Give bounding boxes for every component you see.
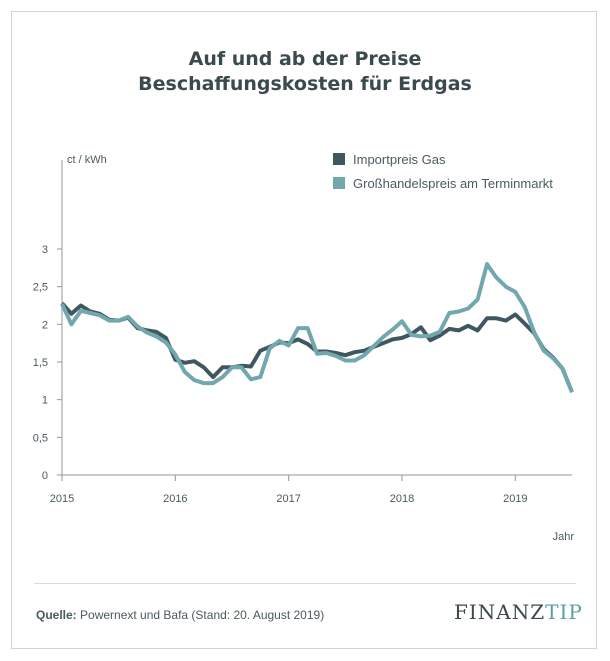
logo-part2: TIP <box>545 600 583 624</box>
x-tick-label: 2019 <box>503 493 527 505</box>
y-tick-label: 0,5 <box>33 432 48 444</box>
chart-title: Auf und ab der Preise <box>188 48 422 70</box>
legend-swatch <box>333 177 345 189</box>
y-tick-label: 2,5 <box>33 282 48 294</box>
chart-subtitle: Beschaffungskosten für Erdgas <box>138 73 472 95</box>
source-text: Powernext und Bafa (Stand: 20. August 20… <box>80 608 325 622</box>
logo-part1: FINANZ <box>454 600 546 624</box>
y-axis-label: ct / kWh <box>67 154 107 166</box>
x-axis-label: Jahr <box>553 531 575 543</box>
x-tick-label: 2016 <box>163 493 187 505</box>
source-note: Quelle: Powernext und Bafa (Stand: 20. A… <box>36 608 324 622</box>
footer-divider <box>34 583 576 584</box>
legend-label: Großhandelspreis am Terminmarkt <box>353 176 553 191</box>
source-label: Quelle: <box>36 608 77 622</box>
y-tick-label: 0 <box>42 470 48 482</box>
x-tick-label: 2015 <box>50 493 74 505</box>
y-tick-label: 2 <box>42 319 48 331</box>
series-line <box>60 301 574 393</box>
legend-swatch <box>333 153 345 165</box>
series-line <box>60 262 574 393</box>
x-tick-label: 2017 <box>276 493 300 505</box>
finanztip-logo: FINANZTIP <box>454 600 583 624</box>
x-tick-label: 2018 <box>390 493 414 505</box>
y-tick-label: 3 <box>42 244 48 256</box>
y-tick-label: 1 <box>42 395 48 407</box>
legend-label: Importpreis Gas <box>353 152 446 167</box>
y-tick-label: 1,5 <box>33 357 48 369</box>
